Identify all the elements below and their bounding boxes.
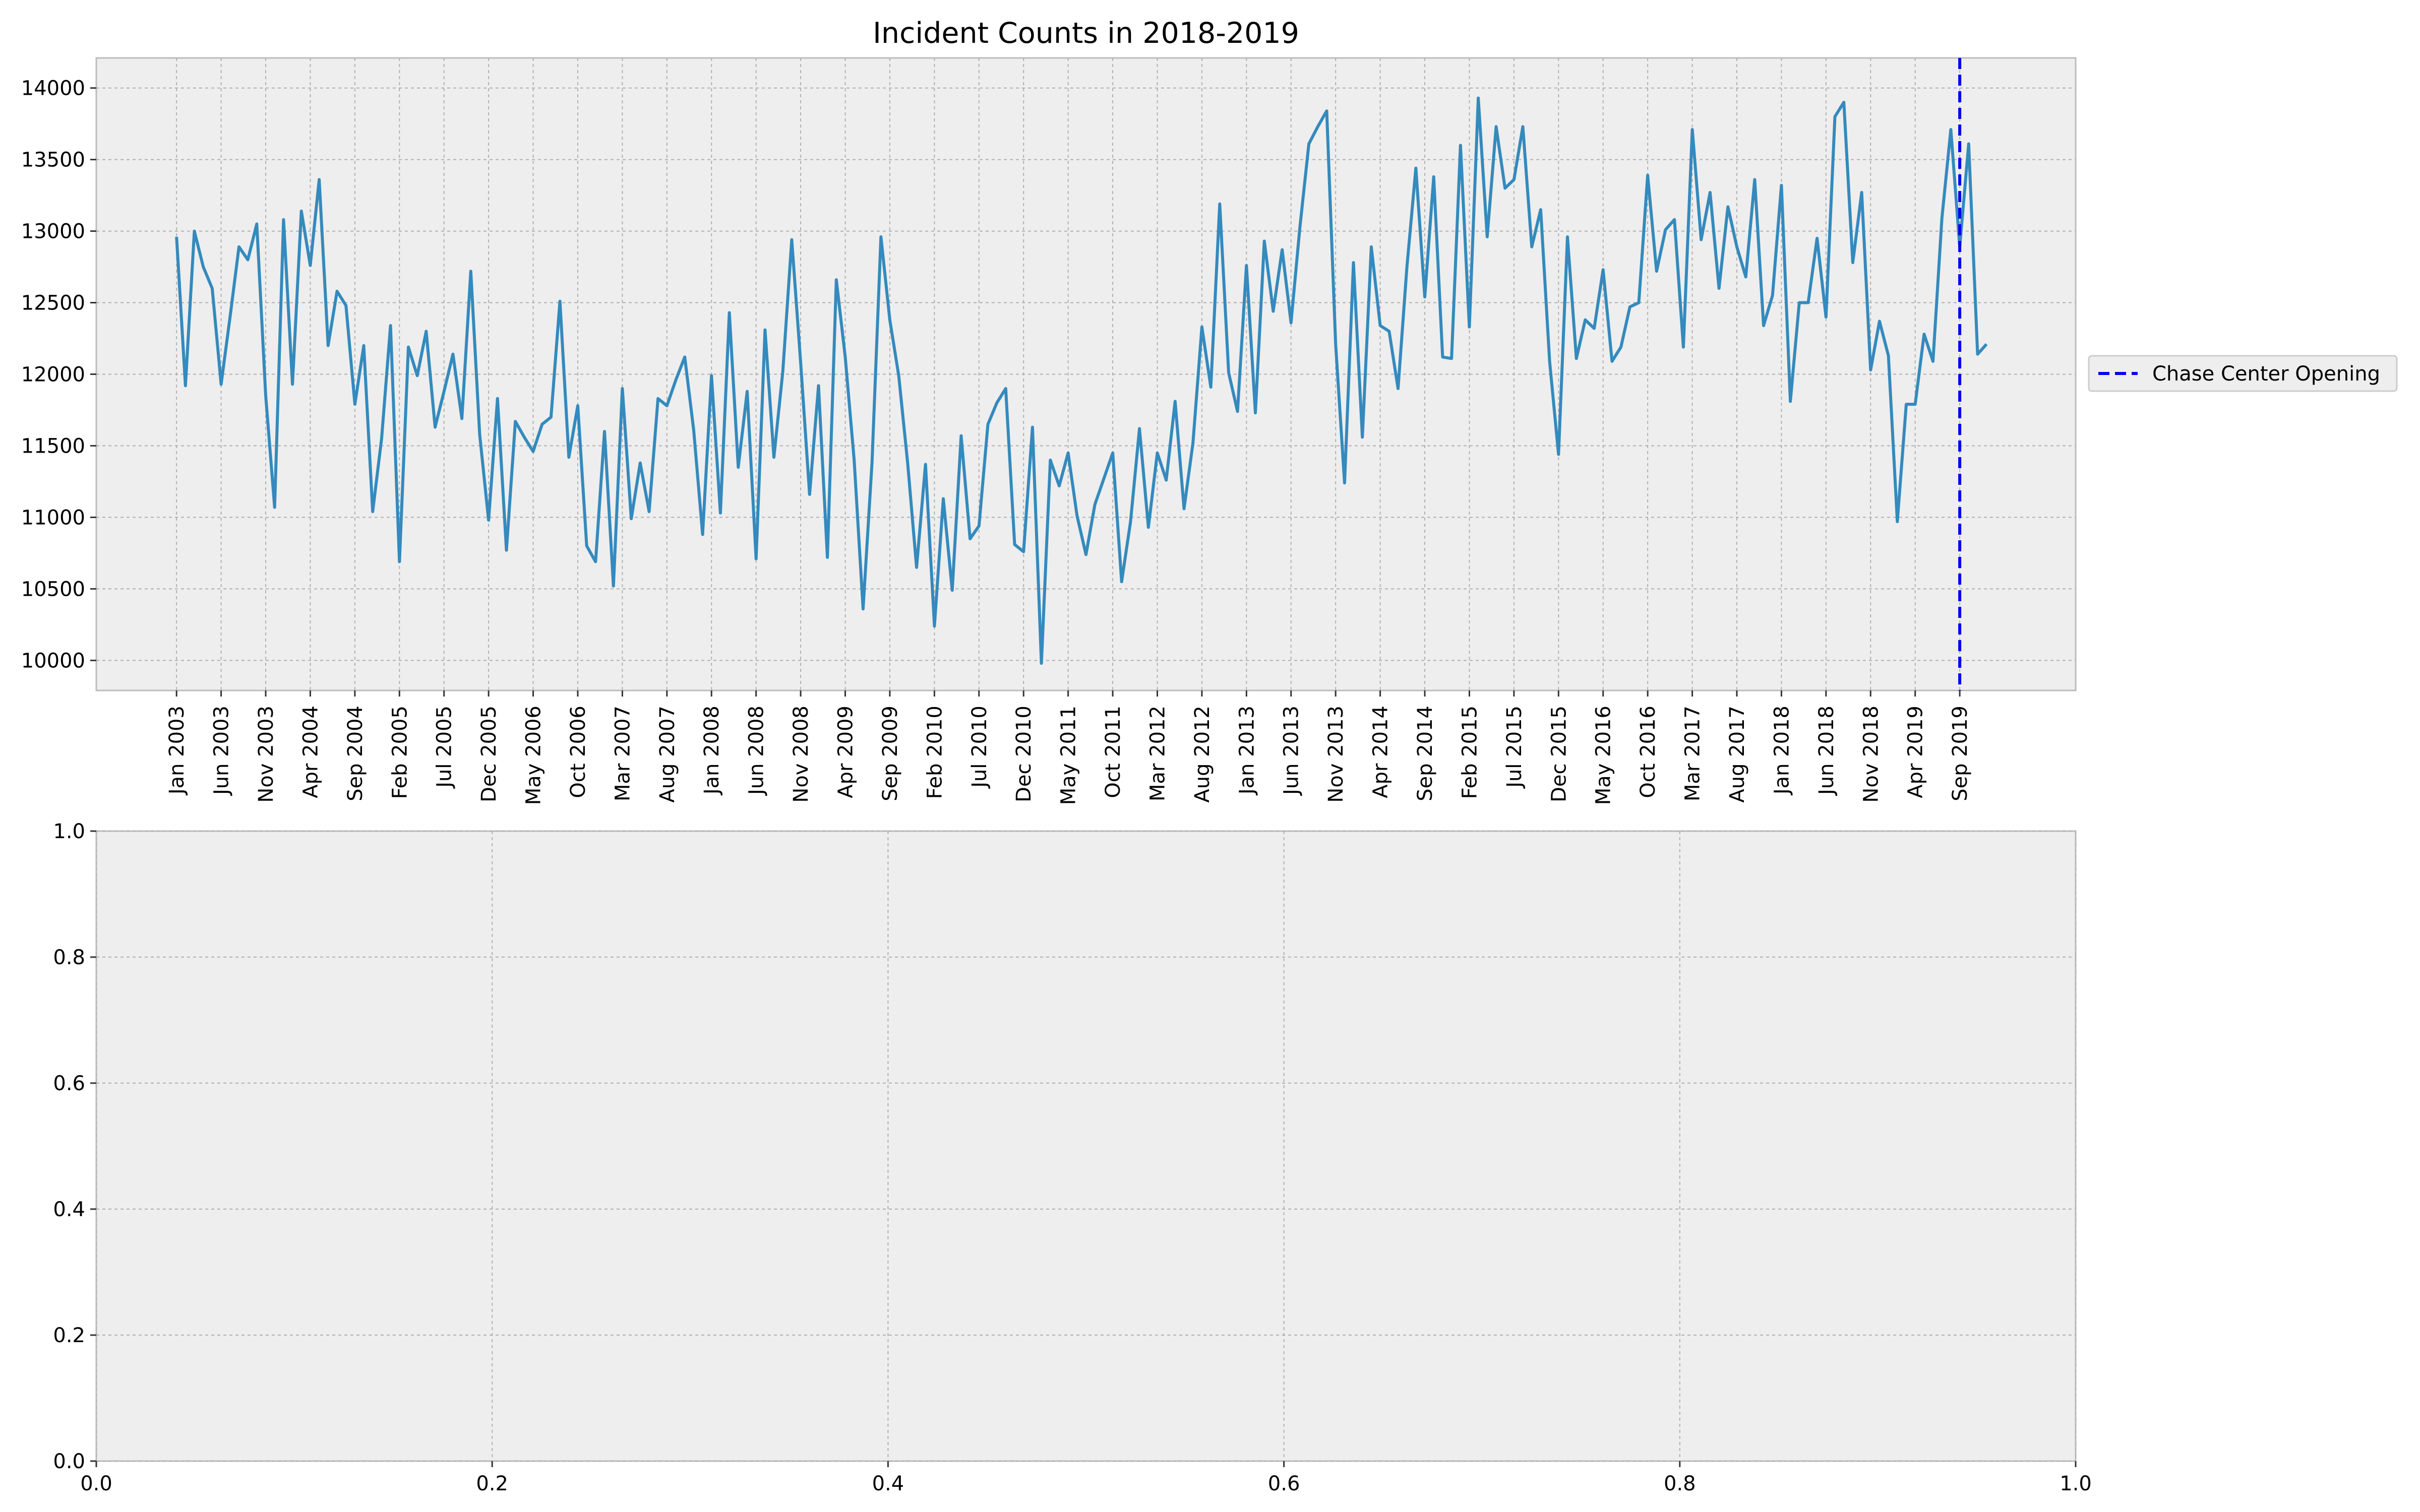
x-tick-label: Jul 2005	[433, 706, 456, 789]
incident-counts-chart: 10000 10500 11000 11500 12000 12500 13000 13500…	[21, 17, 2077, 805]
x-tick-label: Oct 2016	[1637, 706, 1660, 798]
x-tick-label: 0.2	[476, 1472, 508, 1495]
x-tick-label: 1.0	[2060, 1472, 2092, 1495]
x-tick-label: Apr 2019	[1904, 706, 1927, 798]
x-tick-label: May 2016	[1592, 706, 1615, 805]
y-tick-label: 13000	[21, 220, 85, 243]
legend-label: Chase Center Opening	[2152, 362, 2380, 386]
x-tick-label: May 2011	[1057, 706, 1080, 805]
y-tick-label: 12000	[21, 363, 85, 387]
x-tick-label: Aug 2012	[1191, 706, 1214, 803]
legend: Chase Center Opening	[2088, 355, 2398, 392]
x-tick-label: Dec 2005	[477, 706, 501, 802]
x-tick-label: Mar 2007	[611, 706, 634, 801]
y-tick-label: 0.6	[53, 1072, 85, 1095]
bottom-grid	[96, 831, 2076, 1462]
x-tick-label: Oct 2006	[567, 706, 590, 798]
x-tick-label: Oct 2011	[1102, 706, 1125, 798]
x-tick-label: Apr 2014	[1369, 706, 1393, 798]
x-tick-label: 0.8	[1664, 1472, 1696, 1495]
y-tick-label: 14000	[21, 77, 85, 100]
x-tick-label: 0.6	[1268, 1472, 1300, 1495]
y-tick-label: 0.4	[53, 1198, 85, 1221]
top-axes-background	[95, 57, 2077, 691]
x-tick-label: Nov 2008	[790, 706, 813, 803]
x-tick-label: Aug 2017	[1726, 706, 1749, 803]
x-tick-label: Sep 2004	[344, 706, 367, 801]
x-tick-label: Feb 2005	[388, 706, 411, 799]
bottom-axes-background	[95, 830, 2077, 1462]
x-tick-label: Jul 2015	[1503, 706, 1526, 789]
x-tick-label: Nov 2018	[1859, 706, 1883, 803]
y-tick-label: 1.0	[53, 820, 85, 843]
x-tick-label: 0.0	[80, 1472, 112, 1495]
x-tick-label: Feb 2010	[923, 706, 946, 799]
x-tick-label: Sep 2019	[1949, 706, 1972, 801]
incident-counts-series-line	[175, 96, 1988, 665]
y-tick-label: 0.2	[53, 1324, 85, 1347]
x-tick-label: May 2006	[522, 706, 546, 805]
x-tick-label: Jan 2003	[165, 706, 189, 796]
x-tick-label: Jul 2010	[968, 706, 991, 789]
x-tick-label: Jun 2013	[1280, 706, 1303, 796]
top-ticks: 10000 10500 11000 11500 12000 12500 13000 13500…	[21, 77, 1972, 805]
x-tick-label: Nov 2013	[1324, 706, 1348, 803]
x-tick-label: Dec 2015	[1547, 706, 1570, 802]
y-tick-label: 12500	[21, 292, 85, 315]
legend-box	[2088, 355, 2398, 392]
x-tick-label: Jan 2013	[1235, 706, 1258, 796]
empty-axes-chart: 0.0 0.2 0.4 0.6 0.8 1.0 0.0 0.2 0.4 0.6 0.8 1.0	[53, 820, 2091, 1495]
y-tick-label: 0.0	[53, 1450, 85, 1473]
x-tick-label: Jun 2018	[1815, 706, 1838, 796]
x-tick-label: Jan 2008	[700, 706, 723, 796]
chart-title: Incident Counts in 2018-2019	[873, 17, 1299, 50]
y-tick-label: 10500	[21, 578, 85, 601]
x-tick-label: Mar 2017	[1681, 706, 1705, 801]
x-tick-label: Nov 2003	[255, 706, 278, 803]
x-tick-label: Apr 2009	[834, 706, 858, 798]
x-tick-label: Sep 2014	[1414, 706, 1437, 801]
x-tick-label: Mar 2012	[1146, 706, 1169, 801]
y-tick-label: 10000	[21, 649, 85, 672]
x-tick-label: 0.4	[872, 1472, 904, 1495]
x-tick-label: Jun 2003	[210, 706, 233, 796]
y-tick-label: 11500	[21, 434, 85, 458]
x-tick-label: Jan 2018	[1770, 706, 1793, 796]
x-tick-label: Aug 2007	[656, 706, 679, 803]
x-tick-label: Sep 2009	[879, 706, 902, 801]
y-tick-label: 0.8	[53, 946, 85, 969]
bottom-ticks: 0.0 0.2 0.4 0.6 0.8 1.0 0.0 0.2 0.4 0.6 0.8 1.0	[53, 820, 2091, 1495]
x-tick-label: Apr 2004	[299, 706, 322, 798]
x-tick-label: Jun 2008	[745, 706, 768, 796]
y-tick-label: 13500	[21, 149, 85, 172]
y-tick-label: 11000	[21, 506, 85, 529]
x-tick-label: Feb 2015	[1458, 706, 1481, 799]
x-tick-label: Dec 2010	[1012, 706, 1036, 802]
